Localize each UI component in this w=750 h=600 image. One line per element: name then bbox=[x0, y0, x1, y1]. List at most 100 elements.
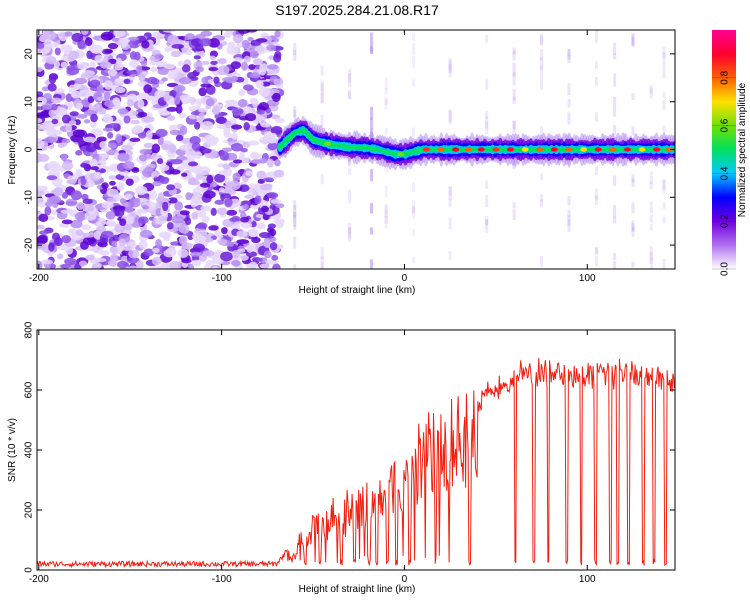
spectrogram-y-axis-label: Frequency (Hz) bbox=[7, 116, 18, 185]
streak-segment bbox=[662, 216, 666, 224]
streak-segment bbox=[649, 85, 653, 99]
noise-blob bbox=[266, 44, 277, 52]
streak-segment bbox=[348, 73, 352, 87]
noise-blob bbox=[51, 118, 59, 125]
noise-blob bbox=[76, 102, 84, 110]
noise-blob bbox=[93, 171, 102, 179]
streak-segment bbox=[540, 49, 544, 61]
track-peak bbox=[422, 147, 430, 152]
noise-blob bbox=[94, 54, 104, 64]
noise-blob bbox=[161, 143, 170, 151]
streak-segment bbox=[567, 83, 571, 96]
noise-blob bbox=[256, 109, 265, 115]
noise-blob bbox=[252, 58, 263, 66]
streak-segment bbox=[412, 206, 416, 214]
noise-blob bbox=[100, 61, 112, 69]
noise-blob bbox=[175, 194, 183, 199]
noise-blob bbox=[263, 239, 271, 248]
streak-segment bbox=[293, 109, 297, 119]
track-peak bbox=[342, 144, 350, 149]
streak-segment bbox=[384, 210, 388, 224]
noise-blob bbox=[140, 229, 153, 238]
noise-blob bbox=[75, 229, 84, 236]
noise-blob bbox=[274, 30, 281, 38]
track-peak bbox=[452, 147, 460, 152]
noise-blob bbox=[193, 151, 203, 159]
streak-segment bbox=[512, 47, 516, 55]
streak-segment bbox=[613, 96, 617, 104]
noise-blob bbox=[77, 39, 86, 49]
noise-blob bbox=[127, 140, 137, 147]
streak-segment bbox=[649, 258, 653, 269]
streak-segment bbox=[412, 256, 416, 264]
streak-segment bbox=[631, 93, 635, 100]
noise-blob bbox=[217, 238, 228, 246]
noise-blob bbox=[111, 240, 118, 247]
noise-blob bbox=[175, 104, 183, 114]
track-peak bbox=[300, 128, 308, 133]
noise-blob bbox=[60, 209, 72, 214]
noise-blob bbox=[66, 179, 77, 185]
noise-blob bbox=[37, 118, 43, 124]
streak-segment bbox=[370, 118, 374, 130]
noise-blob bbox=[205, 237, 214, 243]
noise-blob bbox=[248, 64, 256, 70]
noise-blob bbox=[245, 170, 253, 177]
noise-blob bbox=[96, 136, 107, 143]
streak-segment bbox=[448, 186, 452, 201]
streak-segment bbox=[649, 224, 653, 231]
noise-blob bbox=[77, 61, 88, 70]
noise-blob bbox=[108, 122, 118, 129]
noise-blob bbox=[48, 242, 55, 252]
spectrogram-y-tick-label: -10 bbox=[24, 190, 35, 205]
noise-blob bbox=[61, 138, 71, 144]
streak-segment bbox=[384, 205, 388, 218]
noise-blob bbox=[230, 142, 244, 152]
track-peak bbox=[324, 141, 332, 146]
streak-segment bbox=[567, 48, 571, 57]
streak-segment bbox=[412, 268, 416, 269]
noise-blob bbox=[242, 204, 249, 210]
noise-blob bbox=[256, 222, 266, 230]
noise-blob bbox=[85, 142, 97, 153]
streak-segment bbox=[448, 109, 452, 123]
streak-segment bbox=[540, 173, 544, 180]
noise-blob bbox=[83, 119, 91, 124]
noise-blob bbox=[37, 42, 45, 49]
noise-blob bbox=[83, 136, 97, 143]
noise-blob bbox=[247, 36, 254, 42]
spectrogram-y-tick-label: 10 bbox=[24, 96, 35, 108]
noise-blob bbox=[105, 220, 112, 226]
noise-blob bbox=[150, 152, 160, 162]
noise-blob bbox=[226, 45, 239, 55]
noise-blob bbox=[126, 256, 140, 264]
noise-blob bbox=[105, 211, 116, 220]
streak-segment bbox=[348, 189, 352, 204]
streak-segment bbox=[540, 126, 544, 136]
noise-blob bbox=[273, 169, 285, 178]
noise-blob bbox=[190, 115, 198, 120]
noise-blob bbox=[126, 70, 138, 75]
streak-segment bbox=[594, 77, 598, 86]
spectrogram-heatmap bbox=[37, 30, 675, 269]
noise-blob bbox=[107, 42, 119, 50]
noise-blob bbox=[218, 57, 227, 65]
noise-blob bbox=[131, 167, 140, 173]
streak-segment bbox=[293, 200, 297, 210]
noise-blob bbox=[224, 197, 233, 208]
streak-segment bbox=[412, 56, 416, 69]
streak-segment bbox=[512, 120, 516, 130]
noise-blob bbox=[272, 92, 281, 103]
noise-blob bbox=[139, 148, 153, 155]
streak-segment bbox=[412, 205, 416, 219]
noise-blob bbox=[160, 111, 171, 116]
figure-title: S197.2025.284.21.08.R17 bbox=[275, 2, 439, 18]
noise-blob bbox=[275, 220, 284, 229]
snr-series bbox=[37, 357, 675, 569]
streak-segment bbox=[320, 114, 324, 127]
streak-segment bbox=[631, 202, 635, 214]
streak-segment bbox=[293, 204, 297, 217]
track-peak bbox=[536, 147, 544, 152]
noise-blob bbox=[152, 181, 162, 187]
streak-segment bbox=[320, 92, 324, 104]
